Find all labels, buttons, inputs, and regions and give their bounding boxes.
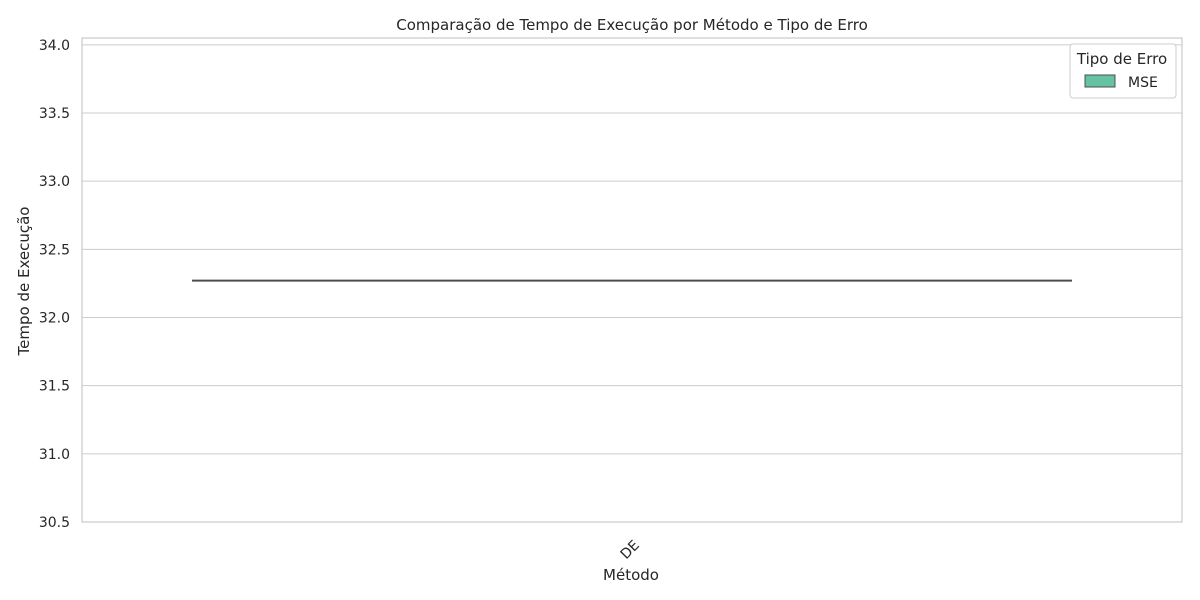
chart-title: Comparação de Tempo de Execução por Méto…	[396, 16, 868, 34]
legend-label-mse: MSE	[1128, 75, 1158, 91]
y-tick-label: 31.5	[39, 379, 70, 395]
plot-frame	[81, 37, 1183, 523]
legend: Tipo de Erro MSE	[1069, 43, 1177, 99]
y-tick-label: 32.0	[39, 310, 70, 326]
y-tick-label: 32.5	[39, 242, 70, 258]
y-tick-label: 33.5	[39, 106, 70, 122]
legend-swatch-mse	[1084, 74, 1116, 88]
y-axis-label: Tempo de Execução	[15, 207, 33, 357]
y-gridlines	[82, 44, 1182, 523]
legend-title: Tipo de Erro	[1076, 50, 1167, 68]
x-axis-label: Método	[603, 566, 659, 584]
y-tick-labels: 30.5 31.0 31.5 32.0 32.5 33.0 33.5 34.0	[39, 38, 70, 531]
y-tick-label: 34.0	[39, 38, 70, 54]
y-tick-label: 33.0	[39, 174, 70, 190]
y-tick-label: 30.5	[39, 515, 70, 531]
y-tick-label: 31.0	[39, 447, 70, 463]
